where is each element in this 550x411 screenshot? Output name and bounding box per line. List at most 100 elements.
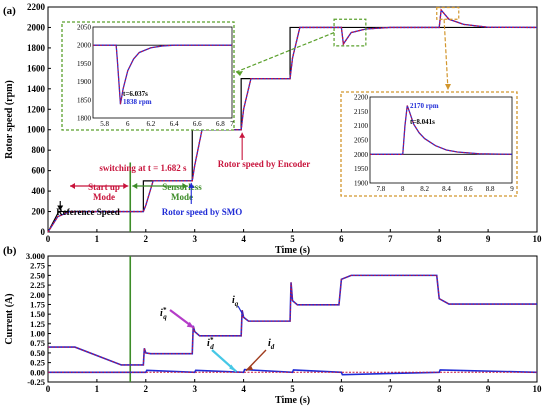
inset-1-y-tick: 2000 xyxy=(77,42,92,50)
x-tick-label: 0 xyxy=(46,234,51,244)
x-tick-label: 3 xyxy=(192,384,197,394)
iq-ref-label: i* q xyxy=(160,306,167,321)
y-tick-label: 1.75 xyxy=(30,299,45,309)
inset-2-y-tick: 2100 xyxy=(354,122,369,130)
zoom-box-2 xyxy=(436,6,460,20)
x-tick-label: 5 xyxy=(290,234,295,244)
iq-arrow xyxy=(237,305,244,315)
panel-b: 0 1 2 3 4 5 6 7 8 9 10 -0.250.000.250.500.751.001.2… xyxy=(4,251,542,406)
zoom-connector-2 xyxy=(443,19,449,91)
inset-2-y-tick: 2150 xyxy=(354,108,369,116)
x-tick-label: 4 xyxy=(241,384,246,394)
inset-1-encoder xyxy=(93,44,232,105)
x-tick-label: 8 xyxy=(437,384,442,394)
inset-2-time-label: t=8.041s xyxy=(410,118,435,126)
reference-arrow-head xyxy=(57,205,64,211)
zoom-box-1 xyxy=(333,18,367,47)
inset-1-y-tick: 1800 xyxy=(77,115,92,123)
y-tick-label: 2.75 xyxy=(30,261,45,271)
inset-2-x-tick: 7.8 xyxy=(377,185,386,193)
reference-speed-label: Reference Speed xyxy=(56,207,120,217)
x-tick-label: 10 xyxy=(533,234,543,244)
y-tick-label: 2.00 xyxy=(30,290,45,300)
x-tick-label: 2 xyxy=(144,384,149,394)
y-tick-label: 2.50 xyxy=(30,270,45,280)
panel-b-label: (b) xyxy=(3,245,17,257)
y-tick-label: 0.00 xyxy=(30,367,45,377)
inset-2-x-tick: 8.8 xyxy=(486,185,495,193)
id-ref-arrow-head xyxy=(229,364,237,372)
sensorless-arrow-head-left xyxy=(132,183,138,189)
inset-1-x-tick: 7 xyxy=(230,120,234,128)
inset-1-x-tick: 6.8 xyxy=(216,120,225,128)
y-tick-label: 1400 xyxy=(27,84,46,94)
series-id xyxy=(48,368,538,376)
y-axis-label: Current (A) xyxy=(4,293,15,344)
inset-1-x-tick: 5.8 xyxy=(100,120,109,128)
inset-1-y-tick: 1850 xyxy=(77,96,92,104)
id-ref-label: i* d xyxy=(207,336,214,351)
startup-arrow-head-right xyxy=(123,183,129,189)
x-tick-label: 3 xyxy=(192,234,197,244)
series-iq-ref xyxy=(48,274,537,366)
inset-2-y-tick: 2200 xyxy=(354,94,369,102)
encoder-arrow-head xyxy=(239,132,246,138)
sensorless-arrow-head-right xyxy=(182,183,188,189)
startup-arrow-head-left xyxy=(70,183,76,189)
y-tick-label: 1.50 xyxy=(30,309,45,319)
inset-2-axes xyxy=(369,96,513,184)
zoom-connector-1-head xyxy=(236,71,243,76)
inset-2-encoder xyxy=(370,105,513,155)
y-tick-label: 200 xyxy=(32,207,46,217)
inset-2-x-tick: 8 xyxy=(401,185,405,193)
inset-1: 5.8 6 6.2 6.4 6.6 6.8 7 1800 1850 1900 1950 2000 205… xyxy=(61,21,235,131)
x-tick-label: 6 xyxy=(339,234,344,244)
x-tick-label: 6 xyxy=(339,384,344,394)
y-tick-label: 2.25 xyxy=(30,280,45,290)
inset-1-frame xyxy=(61,21,235,131)
x-tick-label: 7 xyxy=(388,234,393,244)
plot-frame xyxy=(47,255,538,383)
inset-1-y-tick: 1950 xyxy=(77,60,92,68)
y-tick-label: 0.50 xyxy=(30,348,45,358)
y-tick-label: 1600 xyxy=(27,63,46,73)
zoom-connector-1 xyxy=(235,32,335,73)
sensorless-label-line2: Mode xyxy=(171,192,193,202)
id-arrow xyxy=(245,349,267,372)
inset-1-y-tick: 1900 xyxy=(77,78,92,86)
x-tick-label: 8 xyxy=(437,234,442,244)
y-tick-label: 1200 xyxy=(27,104,46,114)
inset-2-y-tick: 2050 xyxy=(354,137,369,145)
y-tick-label: 1.00 xyxy=(30,329,45,339)
y-tick-label: 600 xyxy=(32,166,46,176)
smo-arrow-head xyxy=(188,182,195,188)
y-tick-label: 2000 xyxy=(27,22,46,32)
y-tick-label: 3.000 xyxy=(26,251,45,261)
iq-ref-arrow-head xyxy=(186,321,194,328)
zoom-connector-2-head xyxy=(445,84,451,90)
sensorless-label-line1: Sensorless xyxy=(162,182,202,192)
x-tick-label: 1 xyxy=(95,234,100,244)
x-axis-label: Time (s) xyxy=(275,245,310,256)
y-tick-label: 0 xyxy=(41,227,46,237)
y-tick-label: 0.25 xyxy=(30,358,45,368)
switching-label: switching at t = 1.682 s xyxy=(99,163,187,173)
inset-2-x-tick: 8.2 xyxy=(420,185,429,193)
inset-1-x-tick: 6 xyxy=(126,120,130,128)
x-tick-label: 0 xyxy=(46,384,51,394)
series-iq xyxy=(48,274,537,366)
inset-1-x-tick: 6.2 xyxy=(147,120,156,128)
x-axis-label: Time (s) xyxy=(275,395,310,406)
y-axis-label: Rotor speed (rpm) xyxy=(4,80,15,159)
y-tick-label: 400 xyxy=(32,186,46,196)
y-tick-label: -0.25 xyxy=(27,377,45,387)
inset-2: 7.8 8 8.2 8.4 8.6 8.8 9 1900 1950 2000 2050 2100 215… xyxy=(340,91,518,197)
y-tick-label: 1.25 xyxy=(30,319,45,329)
inset-1-rpm-label: 1838 rpm xyxy=(123,98,152,106)
encoder-label: Rotor speed by Encoder xyxy=(218,159,311,169)
x-tick-label: 2 xyxy=(144,234,149,244)
inset-2-y-tick: 1900 xyxy=(354,180,369,188)
x-tick-label: 7 xyxy=(388,384,393,394)
smo-label: Rotor speed by SMO xyxy=(162,207,243,217)
